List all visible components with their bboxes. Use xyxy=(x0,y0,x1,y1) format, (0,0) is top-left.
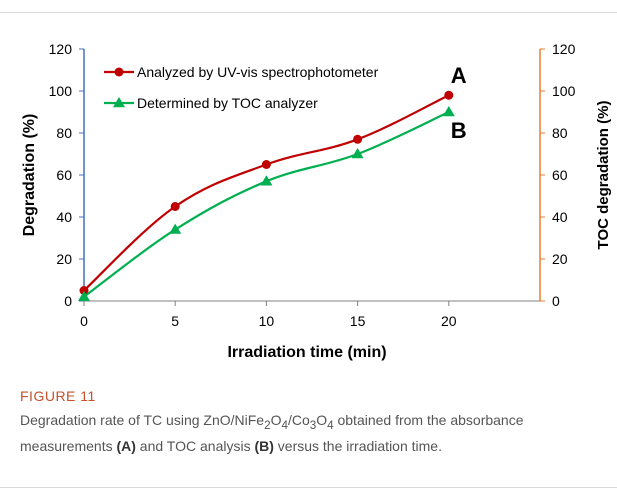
y-axis-label: Degradation (%) xyxy=(21,114,38,237)
left-y-tick-label: 100 xyxy=(49,83,73,99)
legend-marker-2 xyxy=(113,97,125,108)
caption-part: versus the irradiation time. xyxy=(273,437,442,454)
series-2-point xyxy=(351,148,364,159)
caption-part: and TOC analysis xyxy=(135,437,255,454)
figure-caption-text: Degradation rate of TC using ZnO/NiFe2O4… xyxy=(20,410,600,456)
series-line-1 xyxy=(83,94,450,292)
x-tick-label: 5 xyxy=(171,313,179,329)
caption-part: O xyxy=(270,412,282,428)
figure-caption: FIGURE 11 Degradation rate of TC using Z… xyxy=(20,388,600,456)
right-y-tick-label: 120 xyxy=(552,41,576,57)
top-divider xyxy=(0,12,617,13)
right-y-tick-label: 40 xyxy=(552,209,568,225)
right-y-tick-label: 20 xyxy=(552,251,568,267)
caption-ref-a: (A) xyxy=(116,437,136,454)
series-2-point xyxy=(169,223,182,234)
caption-part: O xyxy=(316,412,328,428)
caption-ref-b: (B) xyxy=(254,437,274,454)
caption-sub: 3 xyxy=(309,418,317,432)
left-y-tick-label: 80 xyxy=(56,125,72,141)
legend-marker-1 xyxy=(114,67,124,77)
x-tick-label: 15 xyxy=(350,313,366,329)
series-tag-a: A xyxy=(451,63,467,88)
series-1-point xyxy=(353,134,363,144)
right-y-tick-label: 0 xyxy=(552,293,560,309)
degradation-chart: Analyzed by UV-vis spectrophotometer Dete… xyxy=(21,41,612,361)
right-y-tick-label: 60 xyxy=(552,167,568,183)
x-tick-label: 0 xyxy=(80,313,88,329)
series-1-point xyxy=(170,202,180,211)
series-2-point xyxy=(78,290,90,301)
x-tick-label: 10 xyxy=(259,313,275,329)
caption-part: Degradation rate of TC using ZnO/NiFe xyxy=(20,412,265,428)
series-1-point xyxy=(79,286,89,295)
series-tag-b: B xyxy=(451,118,467,143)
left-y-tick-label: 60 xyxy=(56,167,72,183)
figure-label: FIGURE 11 xyxy=(20,388,96,404)
legend-label-2: Determined by TOC analyzer xyxy=(137,95,318,111)
x-tick-label: 20 xyxy=(441,313,457,329)
caption-sub: 4 xyxy=(327,418,334,432)
caption-part: obtained from the absorbance measurement… xyxy=(20,412,524,454)
series-line-2 xyxy=(83,111,450,298)
y2-axis-label: TOC degradation (%) xyxy=(595,101,612,250)
right-y-tick-label: 80 xyxy=(552,125,568,141)
series-1-point xyxy=(444,90,454,100)
series-1-point xyxy=(261,160,271,169)
left-y-tick-label: 120 xyxy=(49,41,73,57)
caption-sub: 2 xyxy=(264,418,271,432)
left-y-tick-label: 20 xyxy=(56,251,72,267)
left-y-tick-label: 40 xyxy=(56,209,72,225)
series-2-point xyxy=(260,175,273,186)
left-y-tick-label: 0 xyxy=(64,293,72,309)
legend-label-1: Analyzed by UV-vis spectrophotometer xyxy=(137,64,379,80)
bottom-divider xyxy=(0,487,617,488)
caption-sub: 4 xyxy=(281,418,288,432)
caption-part: /Co xyxy=(287,412,310,428)
right-y-tick-label: 100 xyxy=(552,83,576,99)
series-2-point xyxy=(442,106,455,117)
x-axis-label: Irradiation time (min) xyxy=(227,344,386,361)
